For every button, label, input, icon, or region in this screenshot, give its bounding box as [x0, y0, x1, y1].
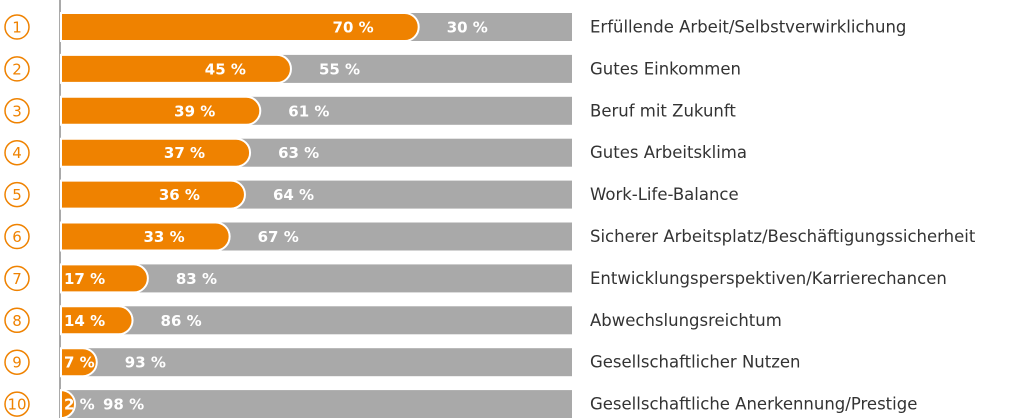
value-label: 33 %: [143, 228, 184, 246]
rank-circle: [4, 139, 30, 166]
rank-circle: [4, 14, 30, 40]
category-label: Abwechslungsreichtum: [590, 311, 782, 330]
bar-segment: [60, 305, 134, 336]
value-label: 14 %: [64, 312, 105, 330]
rank-label: 1: [12, 19, 22, 37]
bar-segment: [61, 390, 572, 418]
category-label: Work-Life-Balance: [590, 185, 739, 204]
category-label: Gutes Einkommen: [590, 59, 741, 78]
rank-label: 9: [12, 354, 22, 372]
rank-label: 3: [12, 102, 22, 120]
rank-label: 7: [12, 270, 22, 288]
rank-circle: [4, 391, 30, 417]
bar-segment: [60, 95, 262, 126]
bar-segment: [61, 348, 572, 377]
bar-segment: [60, 12, 420, 42]
rank-label: 10: [7, 396, 26, 414]
value-label: 93 %: [125, 354, 166, 372]
value-label: 63 %: [278, 144, 319, 162]
value-label: 98 %: [103, 396, 144, 414]
bar-segment: [60, 137, 251, 168]
rank-circle: [4, 307, 30, 334]
bar-segment: [60, 53, 292, 84]
rank-label: 6: [12, 228, 22, 246]
category-label: Gesellschaftlicher Nutzen: [590, 353, 801, 372]
value-label: 2 %: [64, 396, 95, 414]
rank-label: 5: [12, 186, 22, 204]
value-label: 64 %: [273, 186, 314, 204]
category-label: Beruf mit Zukunft: [590, 101, 736, 120]
value-label: 45 %: [205, 60, 246, 78]
rank-label: 8: [12, 312, 22, 330]
rank-circle: [4, 223, 30, 250]
category-label: Entwicklungsperspektiven/Karrierechancen: [590, 269, 947, 288]
bar-segment: [60, 221, 231, 252]
bar-segment: [61, 306, 572, 335]
bar-segment: [60, 347, 98, 378]
value-label: 36 %: [159, 186, 200, 204]
value-label: 55 %: [319, 60, 360, 78]
bar-segment: [60, 263, 149, 294]
rank-circle: [4, 98, 30, 124]
rank-circle: [4, 349, 30, 375]
value-label: 83 %: [176, 270, 217, 288]
value-label: 86 %: [161, 312, 202, 330]
rank-label: 4: [12, 144, 22, 162]
rank-label: 2: [12, 60, 22, 78]
value-label: 67 %: [258, 228, 299, 246]
value-label: 37 %: [164, 144, 205, 162]
bar-segment: [60, 179, 246, 210]
rank-circle: [4, 56, 30, 82]
value-label: 17 %: [64, 270, 105, 288]
value-label: 70 %: [333, 19, 374, 37]
category-label: Gesellschaftliche Anerkennung/Prestige: [590, 395, 917, 414]
value-label: 30 %: [447, 19, 488, 37]
category-label: Gutes Arbeitsklima: [590, 143, 747, 162]
rank-circle: [4, 181, 30, 208]
category-label: Sicherer Arbeitsplatz/Beschäftigungssich…: [590, 227, 976, 246]
value-label: 61 %: [288, 102, 329, 120]
rank-circle: [4, 265, 30, 292]
value-label: 7 %: [64, 354, 95, 372]
category-label: Erfüllende Arbeit/Selbstverwirklichung: [590, 18, 906, 37]
value-label: 39 %: [174, 102, 215, 120]
